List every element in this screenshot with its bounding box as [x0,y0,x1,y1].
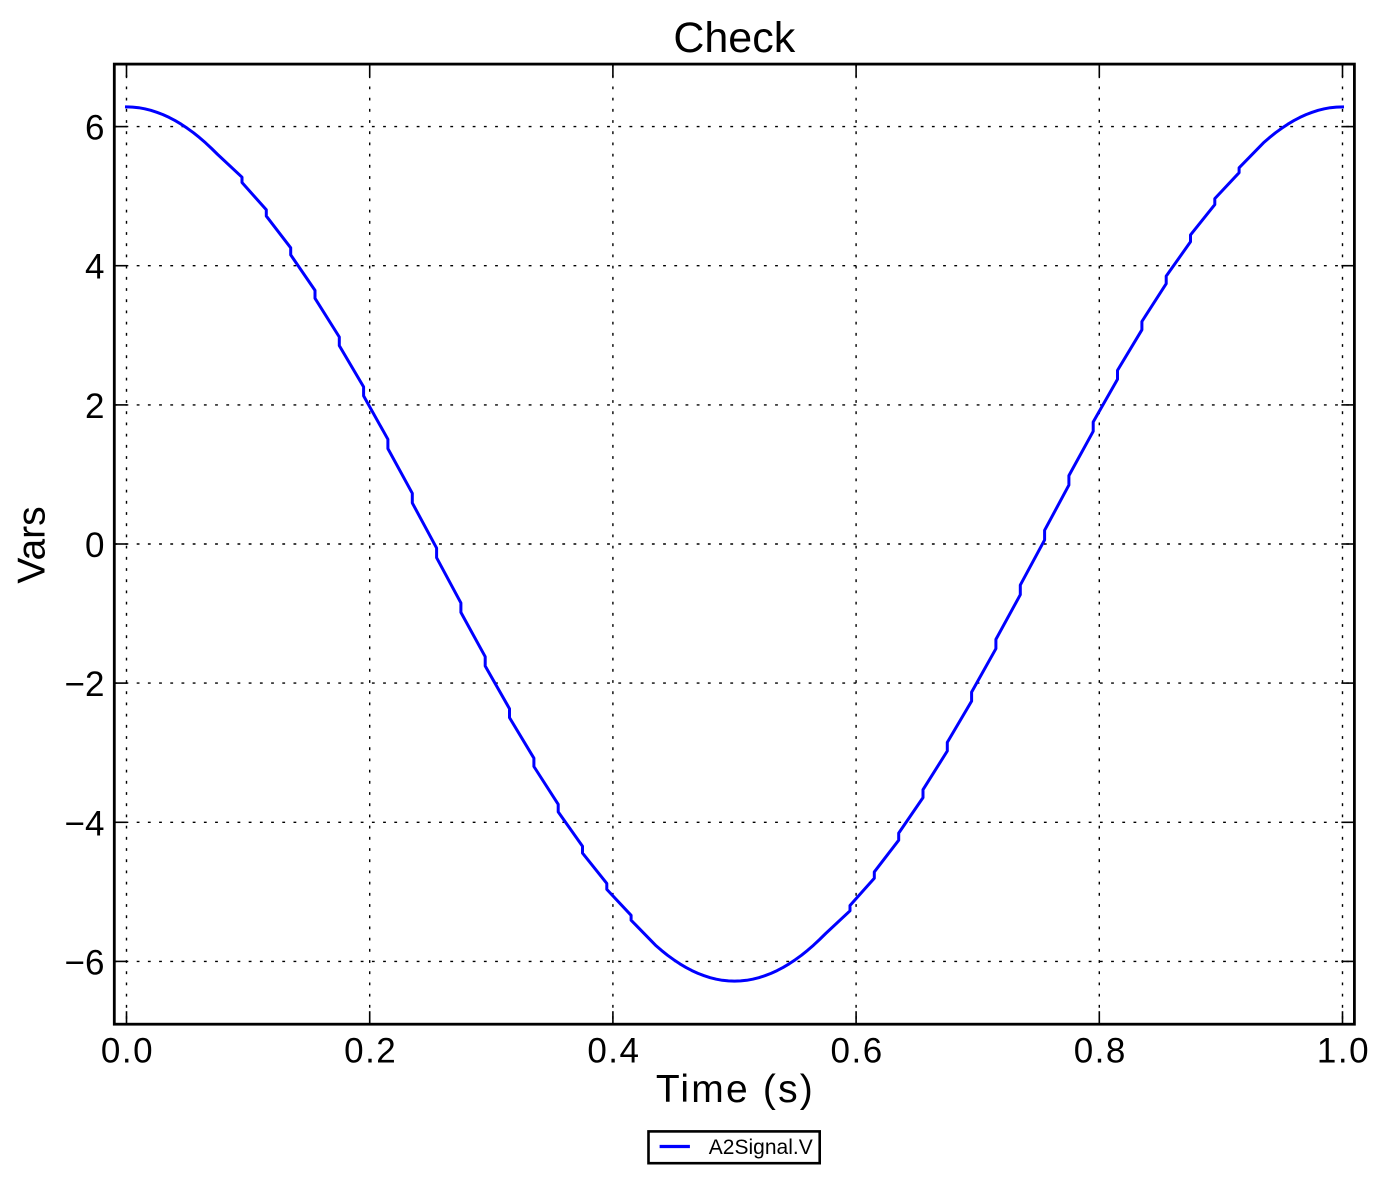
svg-text:0.4: 0.4 [587,1032,640,1071]
svg-text:2: 2 [85,387,104,426]
svg-text:0.0: 0.0 [101,1032,154,1071]
svg-text:0.8: 0.8 [1074,1032,1127,1071]
svg-text:0.2: 0.2 [344,1032,397,1071]
svg-text:0.6: 0.6 [831,1032,884,1071]
svg-text:−6: −6 [65,943,105,982]
svg-text:Check: Check [673,14,795,62]
svg-text:A2Signal.V: A2Signal.V [709,1136,813,1159]
svg-text:Time (s): Time (s) [656,1068,815,1111]
svg-text:6: 6 [85,109,104,148]
svg-text:4: 4 [85,248,104,287]
svg-text:−4: −4 [65,804,105,843]
svg-text:1.0: 1.0 [1317,1032,1370,1071]
svg-text:−2: −2 [65,665,105,704]
svg-text:0: 0 [85,526,104,565]
svg-text:Vars: Vars [11,506,54,583]
